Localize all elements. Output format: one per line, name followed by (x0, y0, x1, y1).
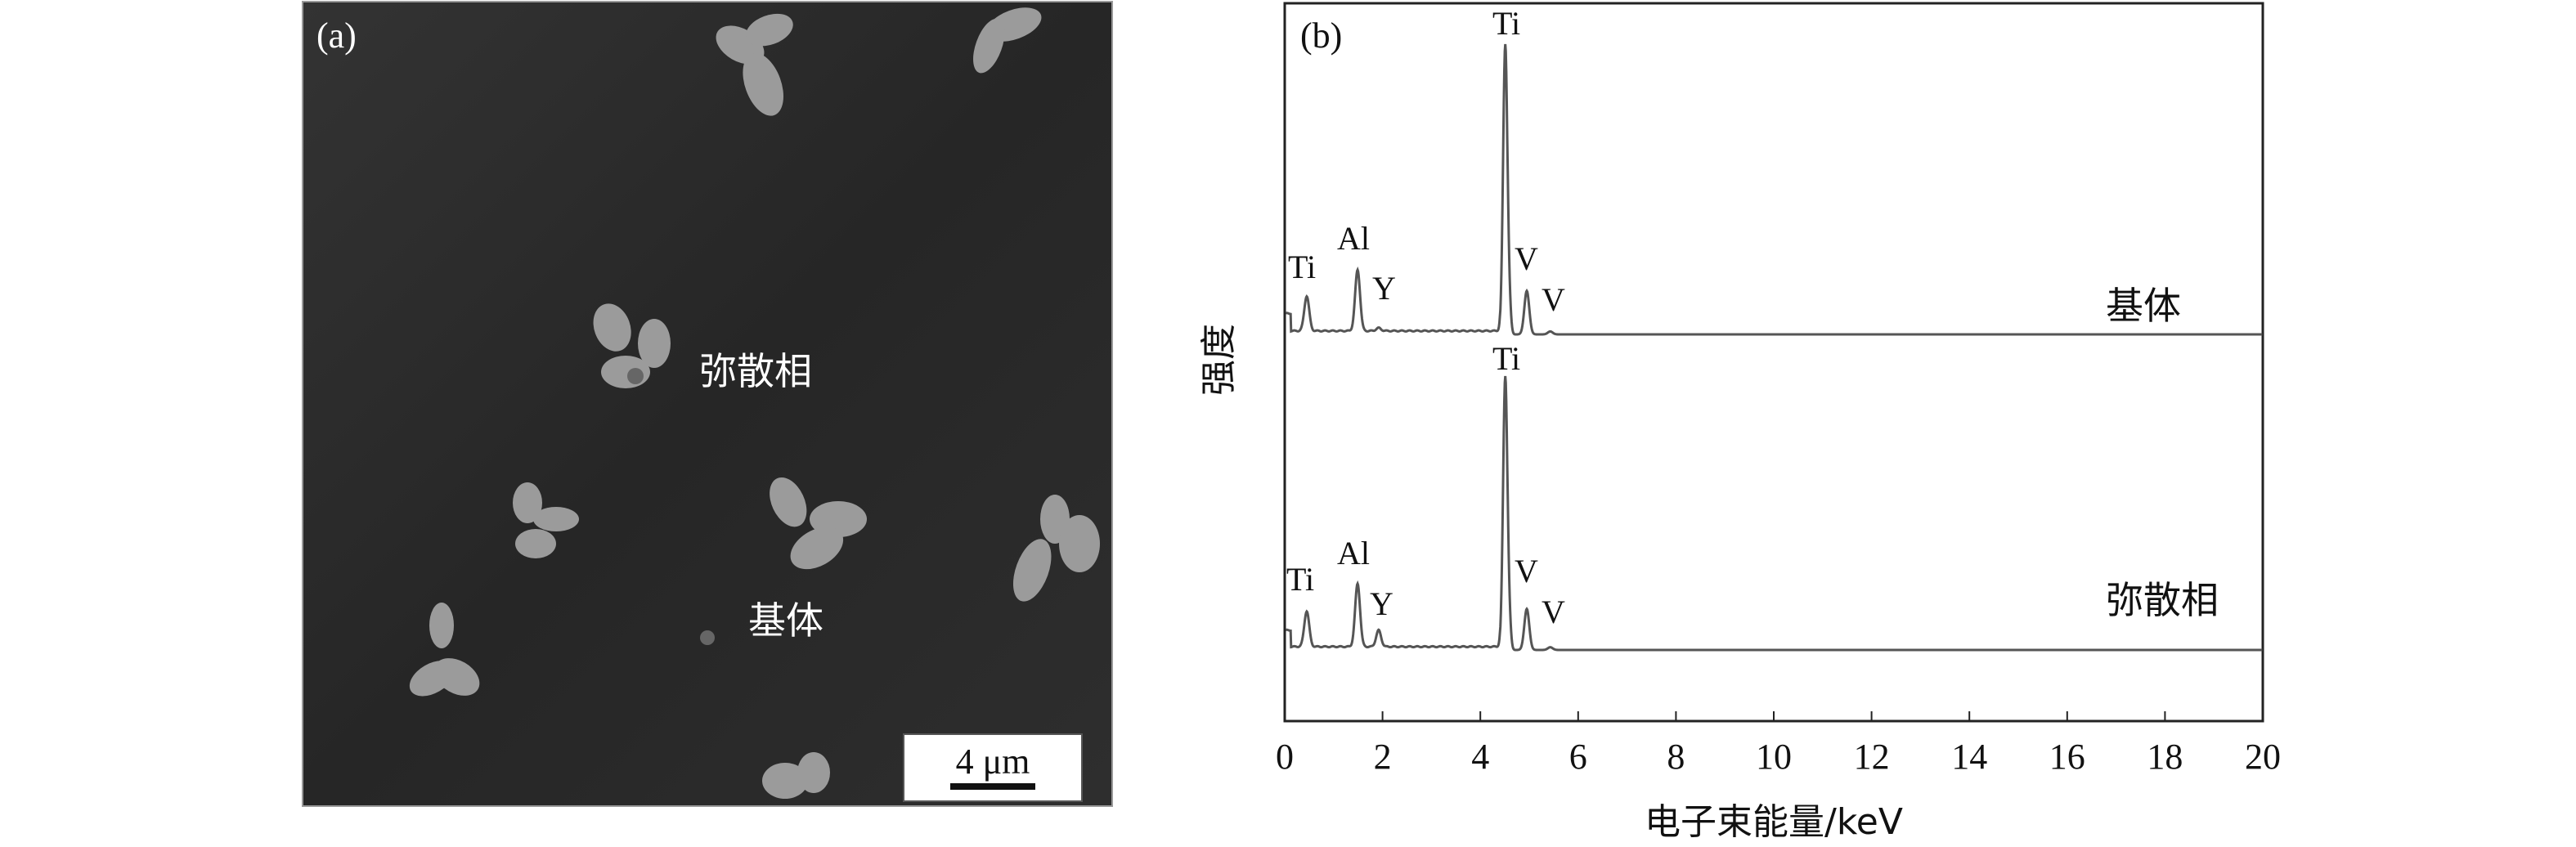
x-ticks: 0 2 4 6 8 10 12 14 16 18 20 (1276, 711, 2281, 777)
scale-bar-label: 4 μm (956, 742, 1030, 782)
x-tick-label: 14 (1951, 737, 1987, 777)
x-axis-label: 电子束能量/keV (1645, 801, 1903, 843)
x-tick-label: 8 (1667, 737, 1685, 777)
particle (716, 13, 793, 116)
eds-chart: 0 2 4 6 8 10 12 14 16 18 20 (b) 电子束能量/keV 强度 Ti Al… (1198, 2, 2281, 843)
peak-label-ti-main: Ti (1492, 5, 1520, 42)
peak-label-v: V (1515, 553, 1538, 589)
peak-label-v2: V (1542, 594, 1565, 630)
scale-bar: 4 μm (903, 733, 1083, 802)
x-tick-label: 18 (2147, 737, 2183, 777)
scale-bar-line (950, 783, 1035, 790)
x-tick-label: 12 (1854, 737, 1890, 777)
y-axis-label: 强度 (1198, 324, 1240, 396)
spectrum-line-matrix (1285, 43, 2263, 336)
panel-b-label: (b) (1300, 16, 1342, 56)
peak-label-v: V (1515, 240, 1538, 277)
spectra (1285, 43, 2263, 652)
particle (770, 477, 867, 570)
x-tick-label: 20 (2245, 737, 2281, 777)
x-tick-label: 16 (2049, 737, 2085, 777)
dispersed-particles (409, 7, 1100, 799)
particle (762, 752, 830, 799)
x-tick-label: 0 (1276, 737, 1294, 777)
particle (513, 482, 579, 558)
peak-label-v2: V (1542, 281, 1565, 318)
particle (409, 603, 480, 697)
peak-label-ti: Ti (1286, 561, 1314, 598)
peak-label-ti: Ti (1288, 249, 1316, 285)
particle (1012, 495, 1100, 602)
x-tick-label: 6 (1569, 737, 1587, 777)
series-label-dispersed-phase: 弥散相 (2106, 578, 2219, 622)
series-label-matrix: 基体 (2106, 284, 2181, 328)
panel-a-label: (a) (316, 16, 357, 56)
spectrum-line-dispersed-phase (1285, 375, 2263, 652)
dispersed-phase-label: 弥散相 (699, 349, 812, 393)
peak-label-y: Y (1370, 585, 1393, 622)
sem-image-panel: (a) 弥散相 基体 4 μm (302, 1, 1113, 807)
peak-label-al: Al (1337, 535, 1370, 571)
particle (973, 7, 1042, 74)
peak-label-y: Y (1372, 270, 1396, 307)
x-tick-label: 10 (1756, 737, 1792, 777)
matrix-label: 基体 (748, 598, 824, 643)
analysis-point-dispersed (627, 368, 644, 384)
x-tick-label: 4 (1471, 737, 1489, 777)
analysis-point-matrix (700, 630, 715, 645)
x-tick-label: 2 (1374, 737, 1392, 777)
peak-label-ti-main: Ti (1492, 340, 1520, 377)
peak-label-al: Al (1337, 220, 1370, 257)
